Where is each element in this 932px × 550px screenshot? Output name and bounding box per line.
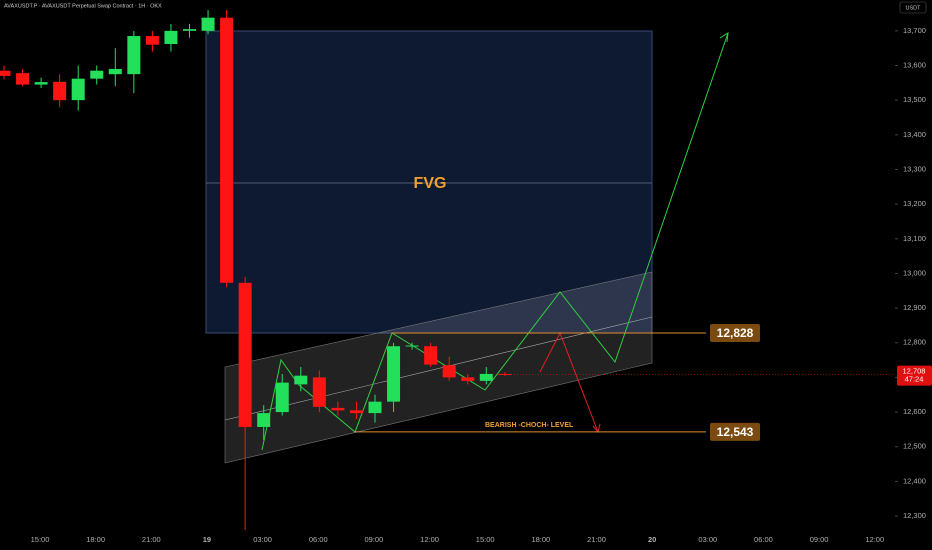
x-tick-label: 15:00	[476, 535, 495, 544]
x-tick-label: 06:00	[309, 535, 328, 544]
last-price-box	[897, 365, 932, 386]
channel-midline	[224, 316, 653, 421]
x-tick-label: 20	[648, 535, 656, 544]
candle-body	[90, 70, 104, 79]
candle-body	[16, 73, 30, 85]
candle-body	[183, 29, 196, 31]
candle-body	[368, 401, 382, 414]
y-tick-label: 12,600	[903, 407, 926, 416]
level-label: 12,828	[717, 326, 754, 340]
x-tick-label: 12:00	[865, 535, 884, 544]
y-tick-label: 13,700	[903, 26, 926, 35]
y-tick-label: 13,500	[903, 95, 926, 104]
x-tick-label: 15:00	[31, 535, 50, 544]
x-tick-label: 18:00	[531, 535, 550, 544]
y-tick-label: 13,200	[903, 199, 926, 208]
level-label: 12,543	[717, 425, 754, 439]
currency: USDT	[906, 5, 922, 11]
last-price-label: 12,708	[903, 367, 926, 376]
candle-body	[0, 70, 11, 76]
candle-body	[53, 81, 67, 101]
y-tick-label: 13,600	[903, 60, 926, 69]
x-tick-label: 18:00	[86, 535, 105, 544]
candle-body	[479, 373, 493, 381]
x-tick-label: 06:00	[754, 535, 773, 544]
candle-body	[127, 36, 141, 75]
candle-body	[257, 413, 271, 427]
y-tick-label: 12,500	[903, 442, 926, 451]
candle-body	[498, 373, 512, 375]
candle-body	[312, 377, 326, 407]
y-tick-label: 13,300	[903, 164, 926, 173]
x-tick-label: 12:00	[420, 535, 439, 544]
candle-body	[164, 30, 178, 45]
candle-body	[349, 410, 363, 414]
candle-body	[405, 345, 419, 347]
candle-body	[294, 375, 308, 385]
x-tick-label: 03:00	[698, 535, 717, 544]
x-tick-label: 09:00	[810, 535, 829, 544]
y-tick-label: 13,400	[903, 130, 926, 139]
candle-body	[238, 282, 252, 427]
candle-body	[145, 36, 159, 45]
y-tick-label: 12,900	[903, 303, 926, 312]
candle-body	[220, 17, 234, 283]
level-box	[710, 324, 760, 343]
arrow-head	[719, 32, 729, 43]
x-tick-label: 21:00	[142, 535, 161, 544]
fvg-label: FVG	[414, 175, 447, 192]
x-tick-label: 09:00	[365, 535, 384, 544]
candle-body	[71, 78, 85, 101]
candle-body	[108, 68, 122, 75]
channel	[224, 271, 653, 464]
candle-body	[201, 17, 215, 31]
candle-body	[442, 365, 456, 378]
currency-box	[899, 1, 927, 14]
y-tick-label: 12,800	[903, 338, 926, 347]
y-tick-label: 13,100	[903, 234, 926, 243]
candle-body	[331, 407, 345, 411]
chart-title: AVAXUSDT.P · AVAXUSDT Perpetual Swap Con…	[4, 3, 162, 9]
candle-body	[461, 377, 475, 381]
y-tick-label: 12,300	[903, 511, 926, 520]
candle-body	[387, 346, 401, 402]
level-note: BEARISH -CHOCH- LEVEL	[485, 422, 574, 429]
y-tick-label: 12,400	[903, 476, 926, 485]
drawings	[205, 30, 729, 464]
countdown: 47:24	[905, 375, 924, 384]
level-box	[710, 422, 760, 441]
fvg-box	[205, 30, 653, 334]
y-tick-label: 13,000	[903, 268, 926, 277]
candle-body	[275, 382, 289, 413]
x-tick-label: 03:00	[253, 535, 272, 544]
candle-body	[34, 82, 48, 85]
x-tick-label: 19	[203, 535, 211, 544]
x-tick-label: 21:00	[587, 535, 606, 544]
candle-body	[424, 346, 438, 365]
